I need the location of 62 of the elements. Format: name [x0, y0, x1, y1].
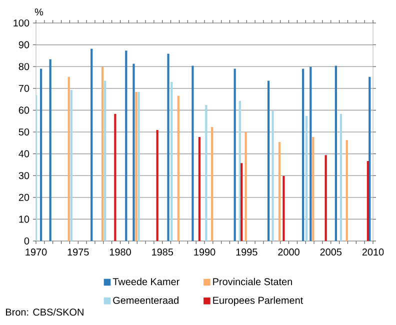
x-tick-label: 2005 [320, 248, 342, 256]
bar [234, 68, 236, 241]
bar [40, 68, 42, 241]
bar [346, 140, 348, 241]
bar [102, 67, 104, 241]
x-tick-label: 1980 [110, 248, 131, 256]
y-axis-title: % [34, 8, 44, 16]
bar [177, 96, 180, 241]
bar [104, 80, 106, 241]
y-tick-label: 90 [18, 41, 30, 48]
bar [334, 66, 337, 241]
legend-label: Europees Parlement [213, 296, 304, 306]
bar [170, 82, 173, 241]
y-tick-label: 10 [19, 216, 30, 223]
x-tick-label: 1990 [194, 248, 216, 256]
y-tick-label: 60 [18, 106, 30, 114]
legend-label: Provinciale Staten [213, 278, 292, 286]
bar [282, 176, 285, 241]
bar [211, 126, 214, 241]
y-tick-label: 40 [18, 150, 30, 158]
x-tick-label: 1995 [236, 248, 258, 256]
bar [267, 80, 270, 241]
x-tick-label: 2010 [362, 248, 384, 256]
bar [278, 142, 281, 241]
bar [205, 104, 208, 241]
bar [244, 132, 247, 241]
bar [192, 66, 194, 241]
bar [302, 68, 304, 241]
x-tick-label: 2000 [278, 248, 300, 256]
y-tick-label: 50 [18, 128, 30, 136]
bar [138, 92, 140, 241]
bar [70, 90, 72, 241]
bar [340, 114, 342, 241]
legend-label: Tweede Kamer [112, 278, 180, 286]
x-tick-label: 1975 [68, 248, 89, 256]
bar [167, 54, 170, 241]
bar [125, 50, 128, 241]
bar [132, 64, 135, 241]
y-tick-label: 0 [24, 237, 30, 245]
y-tick-label: 20 [18, 194, 30, 201]
bar [156, 130, 158, 241]
y-tick-label: 100 [14, 19, 30, 27]
x-tick-label: 1970 [26, 248, 47, 256]
bar [68, 76, 70, 241]
bar [312, 137, 314, 241]
y-tick-label: 30 [18, 172, 30, 180]
bar [49, 59, 52, 241]
bar [90, 48, 93, 241]
bar [114, 114, 116, 241]
bar [272, 110, 274, 241]
y-tick-label: 70 [18, 84, 30, 92]
text: Bron: CBS/SKON [6, 308, 84, 316]
bar [324, 155, 327, 241]
x-tick-label: 1985 [152, 248, 174, 256]
bar [310, 66, 312, 241]
bar [366, 160, 370, 241]
bar [305, 116, 308, 241]
bar [135, 92, 138, 241]
y-tick-label: 80 [18, 63, 30, 70]
bar [240, 163, 243, 241]
legend-label: Gemeenteraad [113, 296, 178, 304]
bar [198, 137, 200, 241]
